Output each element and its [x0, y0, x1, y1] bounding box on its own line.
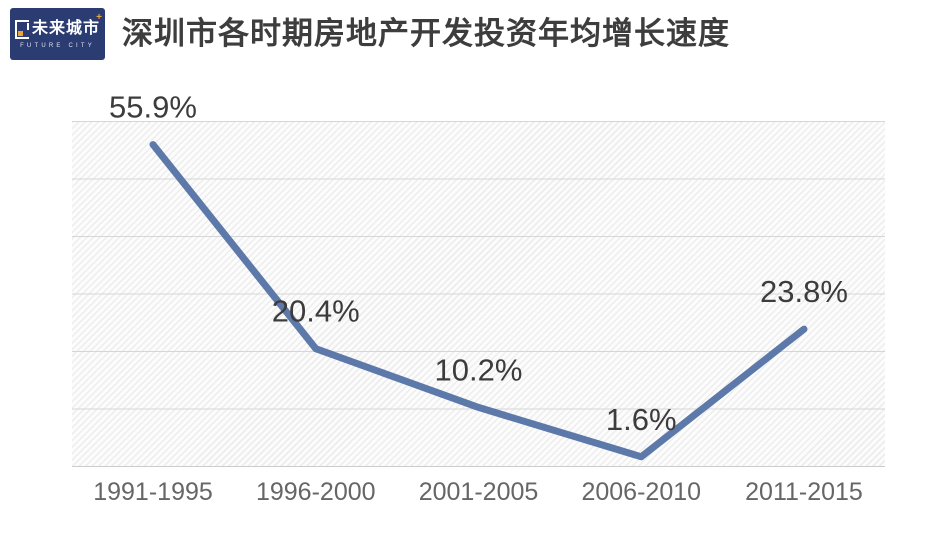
logo-text-en: FUTURE CITY: [20, 42, 95, 49]
line-chart: 55.9% 1991-1995 20.4% 1996-2000 10.2% 2001-20…: [72, 80, 885, 510]
craftsman-bracket-icon: [14, 19, 29, 39]
logo-text-row: 未来城市 +: [14, 12, 102, 39]
growth-rate-line: [149, 141, 808, 461]
plot-area: [72, 121, 885, 467]
chart-canvas: 55.9% 1991-1995 20.4% 1996-2000 10.2% 2001-20…: [93, 90, 863, 506]
future-city-logo: 未来城市 + FUTURE CITY: [10, 8, 105, 60]
x-axis-label: 1991-1995: [93, 478, 213, 506]
data-label: 20.4%: [272, 294, 360, 329]
data-label: 1.6%: [606, 402, 677, 437]
header: 未来城市 + FUTURE CITY 深圳市各时期房地产开发投资年均增长速度: [10, 8, 730, 60]
data-label: 10.2%: [435, 352, 523, 387]
x-axis-label: 1996-2000: [256, 478, 376, 506]
logo-text-cn: 未来城市: [31, 20, 100, 37]
x-axis-label: 2001-2005: [419, 478, 539, 506]
chart-title: 深圳市各时期房地产开发投资年均增长速度: [122, 16, 730, 51]
sparkle-icon: +: [96, 11, 102, 23]
x-axis-label: 2011-2015: [745, 478, 863, 506]
x-axis-label: 2006-2010: [581, 478, 701, 506]
data-label: 23.8%: [760, 274, 848, 309]
data-label: 55.9%: [109, 90, 197, 125]
